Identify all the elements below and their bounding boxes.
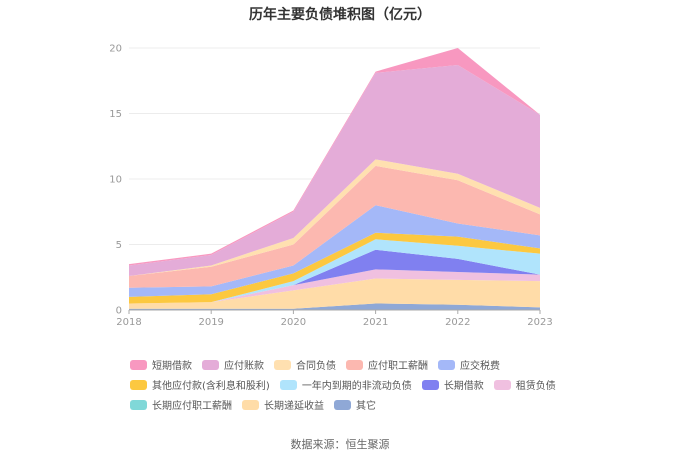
legend-swatch	[334, 399, 351, 410]
legend-label: 长期递延收益	[264, 401, 324, 412]
x-tick-label: 2018	[116, 317, 141, 328]
legend-item-租赁负债[interactable]: 租赁负债	[493, 378, 556, 392]
legend-swatch	[493, 379, 511, 390]
y-tick-label: 10	[109, 175, 122, 186]
legend-swatch	[421, 379, 439, 390]
y-tick-label: 0	[116, 306, 122, 317]
legend-swatch	[202, 359, 219, 370]
legend-label: 一年内到期的非流动负债	[301, 381, 412, 392]
legend-swatch	[130, 359, 147, 370]
area-应交税费	[129, 205, 540, 297]
legend-swatch	[346, 359, 363, 370]
legend-swatch	[130, 399, 147, 410]
legend-item-一年内到期的非流动负债[interactable]: 一年内到期的非流动负债	[279, 378, 412, 392]
chart-title: 历年主要负债堆积图（亿元）	[249, 7, 431, 23]
legend-label: 应交税费	[460, 361, 500, 372]
legend-item-短期借款[interactable]: 短期借款	[130, 358, 192, 372]
legend-item-其它[interactable]: 其它	[334, 398, 376, 412]
area-其它	[129, 303, 540, 310]
legend-item-应付账款[interactable]: 应付账款	[202, 358, 264, 372]
area-一年内到期的非流动负债	[129, 239, 540, 304]
area-长期借款	[129, 249, 540, 304]
y-tick-label: 15	[109, 109, 122, 120]
legend-swatch	[438, 359, 455, 370]
x-tick-label: 2023	[527, 317, 552, 328]
legend-swatch	[279, 379, 297, 390]
legend-label: 其它	[356, 401, 376, 412]
legend-item-其他应付款-含利息和股利-[interactable]: 其他应付款(含利息和股利)	[130, 378, 270, 392]
stacked-area-plot: 0 5 10 15 20 2018 2019 2020 2021 2022 2023	[109, 44, 552, 329]
legend-label: 合同负债	[296, 361, 336, 372]
legend-item-合同负债[interactable]: 合同负债	[274, 358, 336, 372]
legend-item-应交税费[interactable]: 应交税费	[438, 358, 500, 372]
legend: 短期借款 应付账款 合同负债 应付职工薪酬 应交税费其他应付款(含利息和股利) 一年内到期…	[130, 358, 600, 412]
legend-item-长期递延收益[interactable]: 长期递延收益	[242, 398, 324, 412]
legend-label: 租赁负债	[515, 381, 556, 392]
legend-label: 其他应付款(含利息和股利)	[152, 381, 270, 392]
legend-item-长期应付职工薪酬[interactable]: 长期应付职工薪酬	[130, 398, 232, 412]
x-tick-label: 2021	[363, 317, 388, 328]
legend-swatch	[274, 359, 291, 370]
legend-swatch	[130, 379, 147, 390]
area-应付账款	[129, 65, 540, 276]
y-tick-label: 20	[109, 44, 122, 55]
x-tick-label: 2020	[281, 317, 306, 328]
x-tick-label: 2022	[445, 317, 470, 328]
legend-swatch	[242, 399, 259, 410]
area-layer	[129, 48, 540, 310]
legend-item-应付职工薪酬[interactable]: 应付职工薪酬	[346, 358, 428, 372]
legend-label: 应付账款	[224, 361, 264, 372]
y-tick-label: 5	[116, 240, 122, 251]
legend-label: 长期借款	[443, 381, 484, 392]
x-tick-label: 2019	[198, 317, 223, 328]
legend-label: 长期应付职工薪酬	[152, 401, 232, 412]
area-其他应付款-含利息和股利-	[129, 232, 540, 304]
axis-layer: 0 5 10 15 20 2018 2019 2020 2021 2022 2023	[109, 44, 552, 329]
legend-label: 应付职工薪酬	[368, 361, 428, 372]
data-source-note: 数据来源：恒生聚源	[290, 438, 390, 451]
area-应付职工薪酬	[129, 165, 540, 288]
legend-label: 短期借款	[152, 361, 192, 372]
area-长期递延收益	[129, 278, 540, 309]
area-租赁负债	[129, 269, 540, 304]
legend-item-长期借款[interactable]: 长期借款	[421, 378, 484, 392]
